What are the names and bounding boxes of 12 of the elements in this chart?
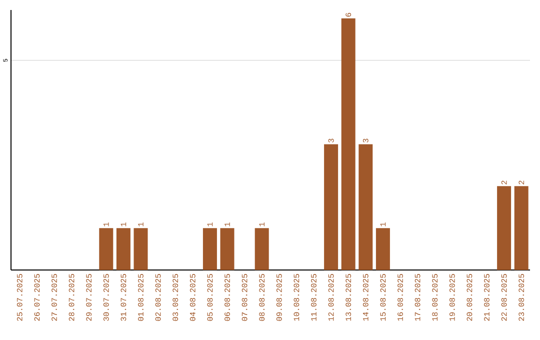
bar [116, 228, 130, 270]
bar [220, 228, 234, 270]
bar [376, 228, 390, 270]
bar [514, 186, 528, 270]
bar [134, 228, 148, 270]
bar [497, 186, 512, 270]
bar [202, 228, 217, 270]
bar [254, 228, 269, 270]
bar [324, 144, 338, 270]
bar [99, 228, 114, 270]
bar [358, 144, 373, 270]
bar [341, 18, 356, 270]
